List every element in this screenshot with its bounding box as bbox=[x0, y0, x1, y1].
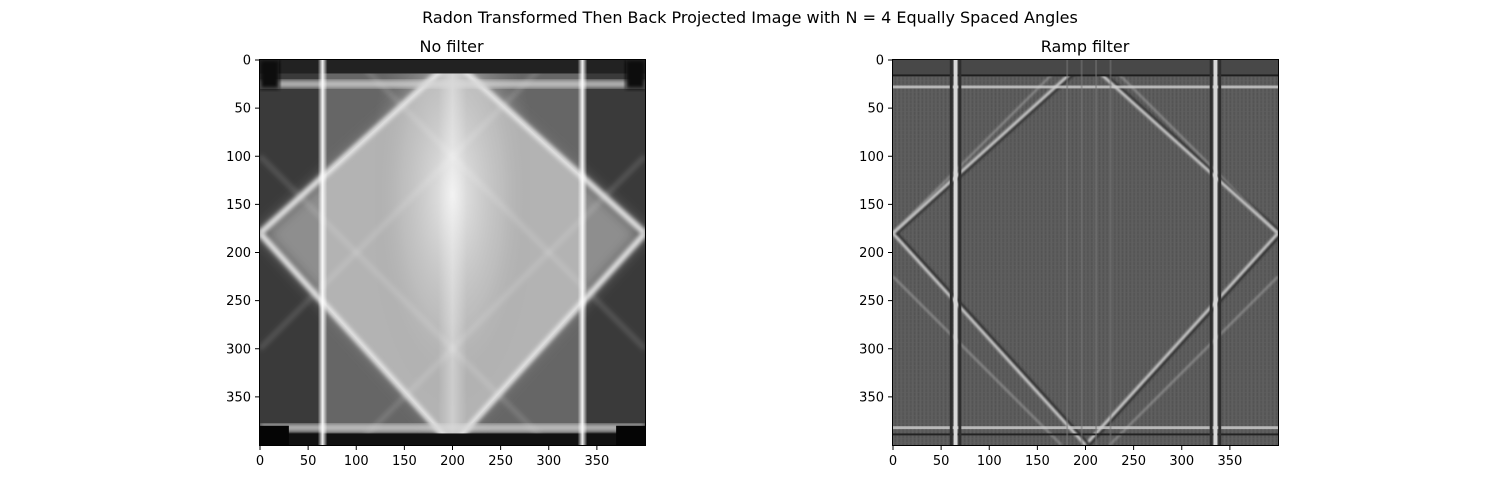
x-tick-label: 250 bbox=[1121, 454, 1146, 469]
vertical-dark-flank bbox=[1209, 60, 1213, 445]
x-tick-label: 200 bbox=[440, 454, 465, 469]
image-no-filter bbox=[260, 60, 645, 445]
x-tick-label: 0 bbox=[256, 454, 264, 469]
y-tick-label: 50 bbox=[234, 102, 251, 117]
x-tick-label: 350 bbox=[1217, 454, 1242, 469]
diamond-edge bbox=[893, 60, 1087, 235]
vertical-bright-line bbox=[1213, 60, 1218, 445]
outer-diagonal bbox=[893, 275, 1063, 445]
top-band bbox=[893, 60, 1278, 76]
y-tick-label: 0 bbox=[243, 54, 251, 69]
y-tick-label: 250 bbox=[859, 294, 884, 309]
diamond-edge bbox=[260, 231, 455, 445]
dark-corner bbox=[260, 425, 289, 445]
center-streak bbox=[1109, 60, 1112, 445]
x-tick-label: 0 bbox=[889, 454, 897, 469]
y-tick-label: 150 bbox=[859, 198, 884, 213]
vertical-bright-line bbox=[577, 60, 588, 445]
backprojection-image-ramp-filter bbox=[893, 60, 1278, 445]
vertical-dark-flank bbox=[1218, 60, 1222, 445]
x-tick-label: 50 bbox=[300, 454, 317, 469]
diamond-edge-shadow bbox=[894, 231, 1090, 445]
top-dark-line bbox=[893, 74, 1278, 77]
x-tick-label: 50 bbox=[933, 454, 950, 469]
y-tick-label: 350 bbox=[859, 390, 884, 405]
y-tick-label: 300 bbox=[859, 342, 884, 357]
vertical-bright-line bbox=[953, 60, 958, 445]
diamond-edge-shadow bbox=[1086, 233, 1278, 445]
horizontal-bright-line bbox=[893, 426, 1278, 430]
backprojection-image-no-filter bbox=[260, 60, 645, 445]
horizontal-bright-line bbox=[260, 80, 645, 88]
panel-title-no-filter: No filter bbox=[419, 37, 484, 56]
x-tick-label: 150 bbox=[1025, 454, 1050, 469]
y-tick-label: 150 bbox=[226, 198, 251, 213]
outer-diagonal bbox=[1108, 275, 1278, 445]
axes-no-filter: 0 50 100 150 200 250 300 350 0 50 100 150 200 250 300 3… bbox=[226, 54, 609, 470]
diamond-edge bbox=[1084, 232, 1278, 445]
center-streak bbox=[1080, 60, 1083, 445]
vertical-dark-flank bbox=[949, 60, 953, 445]
y-tick-label: 100 bbox=[859, 150, 884, 165]
x-tick-label: 350 bbox=[584, 454, 609, 469]
x-tick-label: 100 bbox=[344, 454, 369, 469]
figure-title: Radon Transformed Then Back Projected Im… bbox=[422, 8, 1078, 27]
diamond-edge bbox=[1084, 60, 1278, 235]
y-tick-label: 300 bbox=[226, 342, 251, 357]
dark-corner bbox=[616, 425, 645, 445]
y-tick-label: 250 bbox=[226, 294, 251, 309]
outer-diagonal bbox=[893, 60, 1067, 234]
inner-diagonal-ridge bbox=[260, 60, 551, 351]
diamond-edge-shadow bbox=[894, 60, 1090, 235]
y-tick-label: 0 bbox=[876, 54, 884, 69]
diamond-edge bbox=[450, 60, 645, 236]
bottom-dark-band bbox=[260, 433, 645, 445]
inner-diagonal-ridge bbox=[354, 154, 645, 445]
x-tick-label: 100 bbox=[977, 454, 1002, 469]
y-tick-label: 350 bbox=[226, 390, 251, 405]
y-tick-label: 50 bbox=[867, 102, 884, 117]
diamond-edge bbox=[893, 232, 1087, 445]
center-streak bbox=[1066, 60, 1069, 445]
bottom-dark-line bbox=[893, 433, 1278, 436]
outer-diagonal bbox=[1104, 60, 1278, 234]
diamond-edge bbox=[260, 60, 455, 236]
x-tick-label: 150 bbox=[392, 454, 417, 469]
dark-corner bbox=[260, 60, 280, 89]
y-tick-label: 200 bbox=[226, 246, 251, 261]
center-streak bbox=[1095, 60, 1098, 445]
x-tick-label: 300 bbox=[1169, 454, 1194, 469]
center-bright-column bbox=[438, 60, 467, 445]
x-tick-label: 200 bbox=[1073, 454, 1098, 469]
x-tick-label: 300 bbox=[536, 454, 561, 469]
vertical-bright-line bbox=[317, 60, 328, 445]
panel-title-ramp-filter: Ramp filter bbox=[1040, 37, 1130, 56]
inner-diagonal-ridge bbox=[260, 154, 551, 445]
horizontal-bright-line bbox=[893, 85, 1278, 89]
image-ramp-filter bbox=[893, 60, 1278, 445]
y-tick-label: 100 bbox=[226, 150, 251, 165]
y-tick-label: 200 bbox=[859, 246, 884, 261]
diamond-edge bbox=[450, 231, 645, 445]
horizontal-bright-line bbox=[260, 423, 645, 432]
vertical-dark-flank bbox=[958, 60, 962, 445]
x-tick-label: 250 bbox=[488, 454, 513, 469]
inner-diagonal-ridge bbox=[354, 60, 645, 351]
top-dark-band bbox=[260, 60, 645, 74]
dark-corner bbox=[625, 60, 645, 89]
